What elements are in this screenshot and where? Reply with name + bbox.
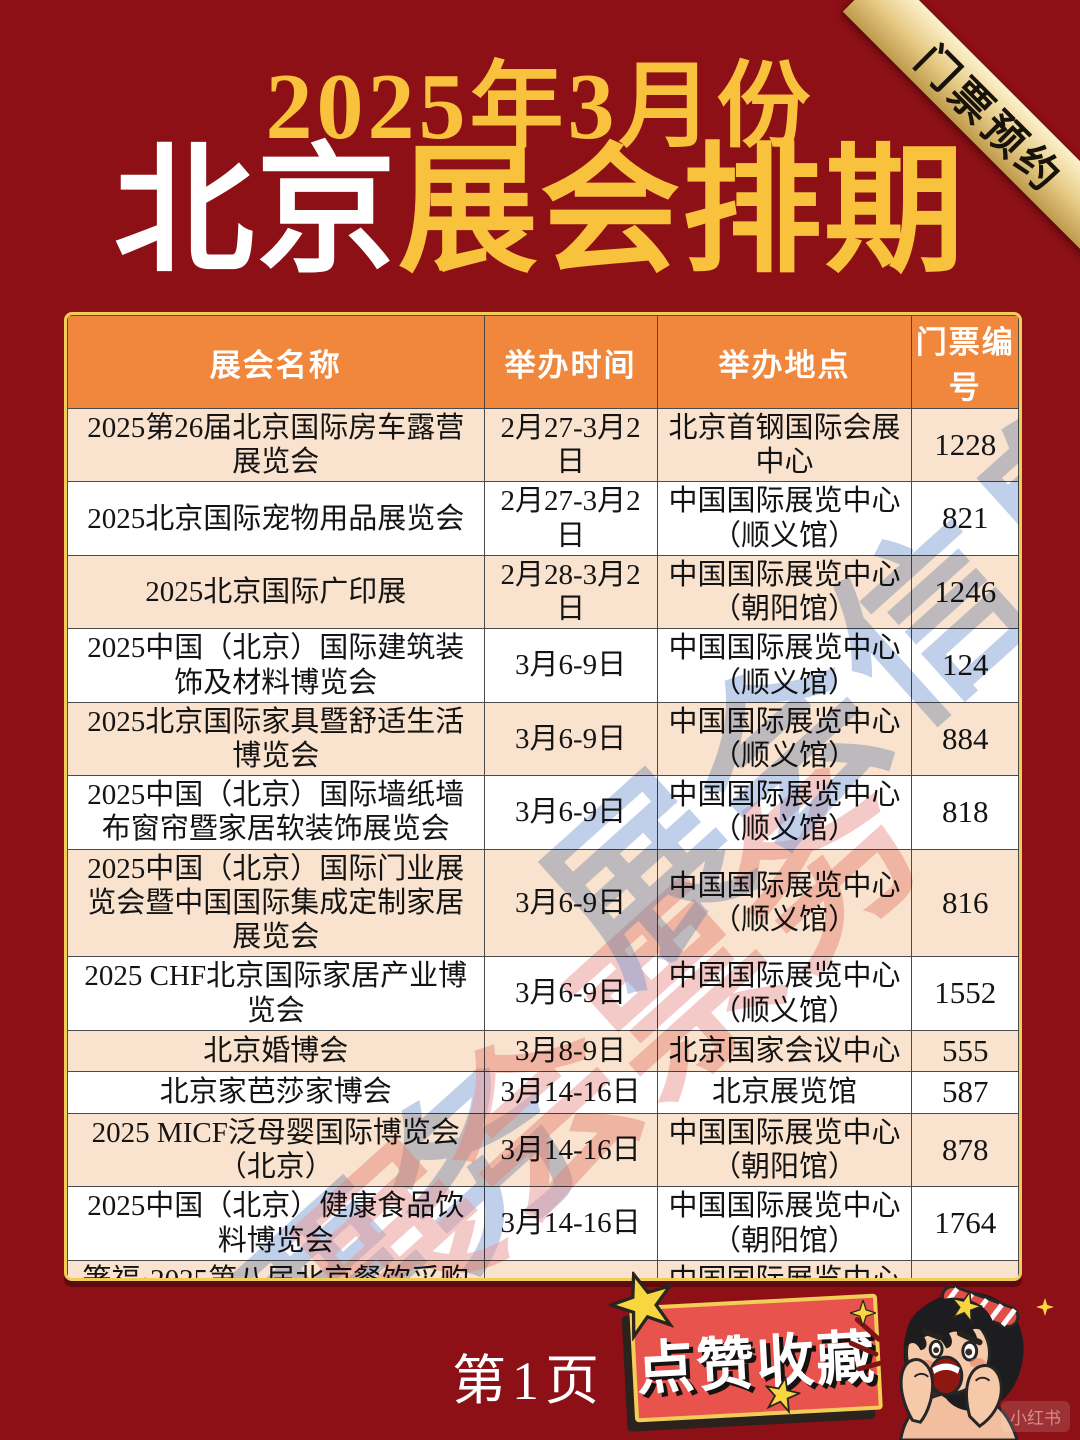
table-row: 北京家芭莎家博会 3月14-16日 北京展览馆 587	[67, 1071, 1019, 1114]
exhibition-time: 2月27-3月2日	[483, 481, 658, 556]
exhibition-time: 3月6-9日	[483, 848, 658, 958]
schedule-table: 展会名称 举办时间 举办地点 门票编号 2025第26届北京国际房车露营展览会 …	[64, 312, 1022, 1281]
exhibition-time: 3月6-9日	[483, 628, 658, 703]
ticket-number: 821	[911, 481, 1019, 556]
col-header-exhibition-name: 展会名称	[67, 315, 485, 409]
table-row: 2025北京国际广印展 2月28-3月2日 中国国际展览中心（朝阳馆） 1246	[67, 554, 1019, 630]
ticket-number: 1764	[911, 1186, 1019, 1261]
poster-title: 北京展会排期	[0, 136, 1080, 290]
schedule-table-body: 2025第26届北京国际房车露营展览会 2月27-3月2日 北京首钢国际会展中心…	[67, 407, 1019, 1278]
exhibition-time: 3月14-16日	[483, 1259, 658, 1278]
star-icon	[950, 1289, 985, 1325]
exhibition-name: 2025 CHF北京国际家居产业博览会	[67, 956, 485, 1031]
col-header-time: 举办时间	[483, 315, 658, 409]
ticket-number: 816	[911, 848, 1019, 958]
schedule-table-grid: 展会名称 举办时间 举办地点 门票编号 2025第26届北京国际房车露营展览会 …	[67, 315, 1019, 1278]
exhibition-name: 2025第26届北京国际房车露营展览会	[67, 407, 485, 483]
table-row: 2025 CHF北京国际家居产业博览会 3月6-9日 中国国际展览中心（顺义馆）…	[67, 956, 1019, 1031]
exhibition-name: 2025中国（北京）国际建筑装饰及材料博览会	[67, 628, 485, 703]
title-rest: 展会排期	[398, 135, 967, 290]
exhibition-venue: 中国国际展览中心（朝阳馆）	[656, 1112, 913, 1188]
shouting-woman-illustration	[848, 1285, 1024, 1440]
xiaohongshu-watermark: 小红书	[1001, 1401, 1070, 1432]
ticket-number: 818	[911, 775, 1019, 850]
exhibition-venue: 北京国家会议中心	[656, 1029, 913, 1073]
exhibition-venue: 中国国际展览中心（朝阳馆）	[656, 554, 913, 630]
col-header-ticket-number: 门票编号	[911, 315, 1019, 409]
exhibition-venue: 北京展览馆	[656, 1071, 913, 1114]
ticket-number: 587	[911, 1071, 1019, 1114]
table-row: 2025中国（北京）国际建筑装饰及材料博览会 3月6-9日 中国国际展览中心（顺…	[67, 628, 1019, 703]
poster-subtitle: 2025年3月份	[265, 55, 815, 159]
schedule-table-header-row: 展会名称 举办时间 举办地点 门票编号	[67, 315, 1019, 409]
exhibition-time: 2月27-3月2日	[483, 407, 658, 483]
exhibition-time: 3月14-16日	[483, 1112, 658, 1188]
title-city: 北京	[113, 135, 398, 290]
exhibition-name: 2025中国（北京）国际门业展览会暨中国国际集成定制家居展览会	[67, 848, 485, 958]
sparkle-icon	[850, 1300, 876, 1326]
exhibition-time: 2月28-3月2日	[483, 554, 658, 630]
ticket-number: 1805	[911, 1259, 1019, 1278]
exhibition-name: 北京婚博会	[67, 1029, 485, 1073]
page-number: 第1页	[452, 1351, 605, 1411]
exhibition-name: 2025北京国际宠物用品展览会	[67, 481, 485, 556]
table-row: 北京婚博会 3月8-9日 北京国家会议中心 555	[67, 1029, 1019, 1073]
exhibition-venue: 中国国际展览中心（顺义馆）	[656, 481, 913, 556]
ticket-number: 555	[911, 1029, 1019, 1073]
sparkle-icon	[1036, 1298, 1054, 1316]
exhibition-venue: 中国国际展览中心（顺义馆）	[656, 956, 913, 1031]
exhibition-name: 箸福·2025第八届北京餐饮采购展览会	[67, 1259, 485, 1278]
star-icon	[605, 1269, 675, 1342]
table-row: 2025北京国际家具暨舒适生活博览会 3月6-9日 中国国际展览中心（顺义馆） …	[67, 701, 1019, 777]
exhibition-name: 2025中国（北京）国际墙纸墙布窗帘暨家居软装饰展览会	[67, 775, 485, 850]
exhibition-time: 3月8-9日	[483, 1029, 658, 1073]
ticket-number: 1246	[911, 554, 1019, 630]
exhibition-venue: 中国国际展览中心（朝阳馆）	[656, 1186, 913, 1261]
exhibition-time: 3月14-16日	[483, 1186, 658, 1261]
ticket-number: 884	[911, 701, 1019, 777]
table-row: 2025北京国际宠物用品展览会 2月27-3月2日 中国国际展览中心（顺义馆） …	[67, 481, 1019, 556]
exhibition-time: 3月6-9日	[483, 956, 658, 1031]
exhibition-time: 3月6-9日	[483, 775, 658, 850]
exhibition-venue: 北京首钢国际会展中心	[656, 407, 913, 483]
ticket-number: 878	[911, 1112, 1019, 1188]
star-icon	[763, 1375, 803, 1415]
table-row: 2025中国（北京）健康食品饮料博览会 3月14-16日 中国国际展览中心（朝阳…	[67, 1186, 1019, 1261]
table-row: 箸福·2025第八届北京餐饮采购展览会 3月14-16日 中国国际展览中心（朝阳…	[67, 1259, 1019, 1278]
exhibition-venue: 中国国际展览中心（顺义馆）	[656, 775, 913, 850]
exhibition-venue: 中国国际展览中心（朝阳馆）	[656, 1259, 913, 1278]
exhibition-name: 2025北京国际家具暨舒适生活博览会	[67, 701, 485, 777]
exhibition-venue: 中国国际展览中心（顺义馆）	[656, 628, 913, 703]
table-row: 2025中国（北京）国际墙纸墙布窗帘暨家居软装饰展览会 3月6-9日 中国国际展…	[67, 775, 1019, 850]
exhibition-venue: 中国国际展览中心（顺义馆）	[656, 701, 913, 777]
exhibition-time: 3月14-16日	[483, 1071, 658, 1114]
exhibition-name: 2025中国（北京）健康食品饮料博览会	[67, 1186, 485, 1261]
ticket-number: 1228	[911, 407, 1019, 483]
table-row: 2025第26届北京国际房车露营展览会 2月27-3月2日 北京首钢国际会展中心…	[67, 407, 1019, 483]
ticket-number: 1552	[911, 956, 1019, 1031]
ticket-number: 124	[911, 628, 1019, 703]
exhibition-venue: 中国国际展览中心（顺义馆）	[656, 848, 913, 958]
table-row: 2025中国（北京）国际门业展览会暨中国国际集成定制家居展览会 3月6-9日 中…	[67, 848, 1019, 958]
exhibition-name: 2025北京国际广印展	[67, 554, 485, 630]
exhibition-time: 3月6-9日	[483, 701, 658, 777]
exhibition-name: 2025 MICF泛母婴国际博览会（北京）	[67, 1112, 485, 1188]
col-header-venue: 举办地点	[656, 315, 913, 409]
exhibition-name: 北京家芭莎家博会	[67, 1071, 485, 1114]
table-row: 2025 MICF泛母婴国际博览会（北京） 3月14-16日 中国国际展览中心（…	[67, 1112, 1019, 1188]
